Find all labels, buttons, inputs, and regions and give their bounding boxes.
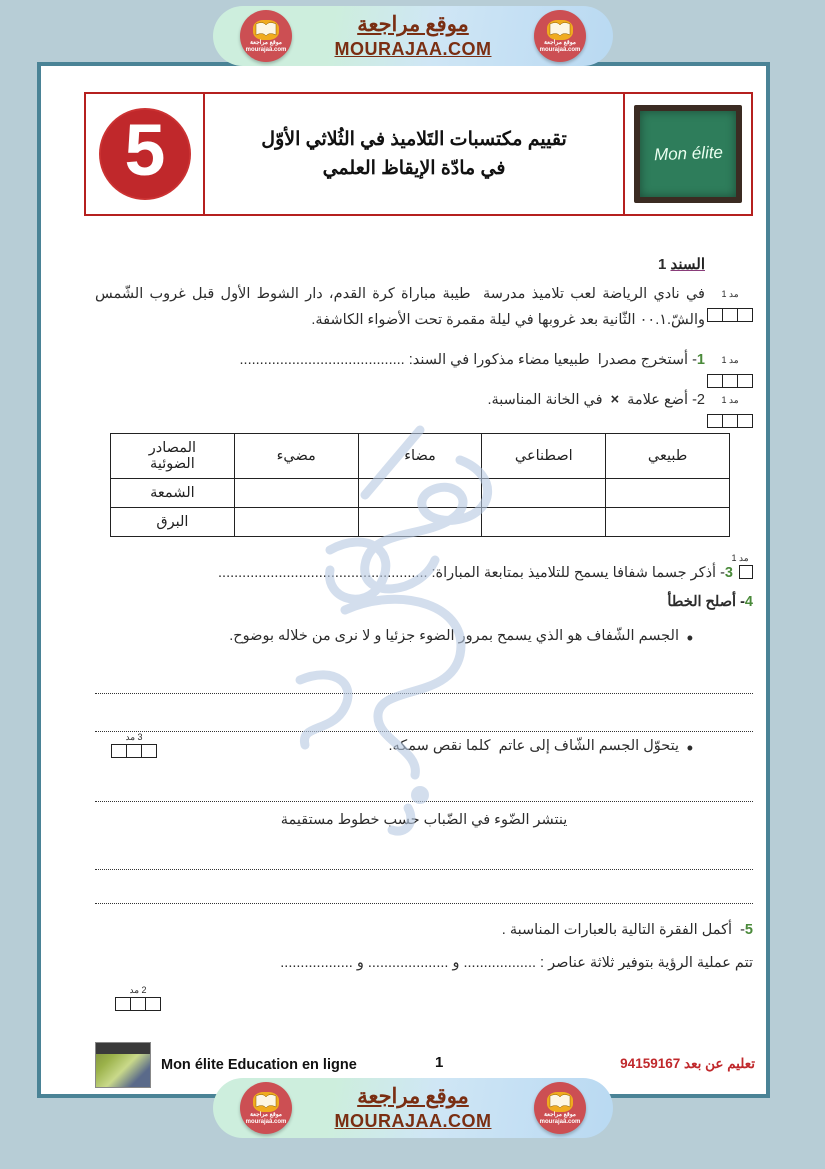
svg-text:5: 5 bbox=[124, 108, 165, 191]
